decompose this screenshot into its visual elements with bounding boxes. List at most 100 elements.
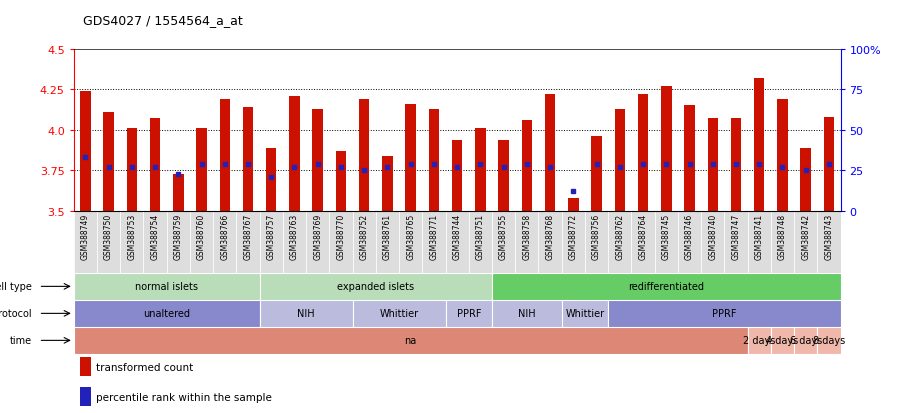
Bar bbox=[609, 300, 841, 327]
Bar bbox=[817, 327, 841, 354]
Bar bbox=[585, 211, 609, 273]
Bar bbox=[150, 119, 160, 211]
Bar bbox=[423, 211, 446, 273]
Bar bbox=[352, 300, 446, 327]
Bar bbox=[74, 327, 748, 354]
Text: GSM388743: GSM388743 bbox=[824, 213, 833, 259]
Text: Whittier: Whittier bbox=[565, 309, 604, 318]
Bar bbox=[283, 211, 306, 273]
Bar bbox=[794, 211, 817, 273]
Text: GSM388768: GSM388768 bbox=[546, 213, 555, 259]
Text: GSM388770: GSM388770 bbox=[336, 213, 345, 259]
Text: 2 days: 2 days bbox=[743, 335, 776, 346]
Text: NIH: NIH bbox=[518, 309, 536, 318]
Bar bbox=[213, 211, 236, 273]
Text: GSM388771: GSM388771 bbox=[430, 213, 439, 259]
Bar bbox=[80, 387, 91, 406]
Bar bbox=[405, 104, 416, 211]
Bar bbox=[817, 211, 841, 273]
Bar bbox=[498, 140, 509, 211]
Bar bbox=[492, 300, 562, 327]
Text: GSM388746: GSM388746 bbox=[685, 213, 694, 259]
Bar bbox=[452, 140, 462, 211]
Text: GSM388764: GSM388764 bbox=[638, 213, 647, 259]
Text: GSM388756: GSM388756 bbox=[592, 213, 601, 259]
Text: 6 days: 6 days bbox=[789, 335, 822, 346]
Bar bbox=[329, 211, 352, 273]
Bar bbox=[778, 100, 788, 211]
Text: GSM388749: GSM388749 bbox=[81, 213, 90, 259]
Bar bbox=[539, 211, 562, 273]
Bar bbox=[260, 211, 283, 273]
Text: 8 days: 8 days bbox=[813, 335, 845, 346]
Text: GSM388741: GSM388741 bbox=[755, 213, 764, 259]
Bar bbox=[120, 211, 144, 273]
Text: na: na bbox=[405, 335, 417, 346]
Text: GSM388758: GSM388758 bbox=[522, 213, 531, 259]
Text: GSM388747: GSM388747 bbox=[732, 213, 741, 259]
Bar bbox=[103, 113, 114, 211]
Bar bbox=[144, 211, 166, 273]
Bar bbox=[637, 95, 648, 211]
Bar bbox=[399, 211, 423, 273]
Text: normal islets: normal islets bbox=[135, 282, 198, 292]
Text: GSM388766: GSM388766 bbox=[220, 213, 229, 259]
Bar bbox=[219, 100, 230, 211]
Text: GSM388769: GSM388769 bbox=[313, 213, 322, 259]
Bar bbox=[731, 119, 741, 211]
Bar bbox=[446, 211, 468, 273]
Bar bbox=[80, 357, 91, 376]
Bar bbox=[74, 300, 260, 327]
Text: GSM388753: GSM388753 bbox=[128, 213, 137, 259]
Text: GSM388744: GSM388744 bbox=[452, 213, 462, 259]
Text: GSM388745: GSM388745 bbox=[662, 213, 671, 259]
Bar bbox=[313, 109, 323, 211]
Bar bbox=[492, 211, 515, 273]
Bar bbox=[708, 119, 718, 211]
Bar bbox=[562, 211, 585, 273]
Bar bbox=[800, 148, 811, 211]
Bar bbox=[521, 121, 532, 211]
Text: redifferentiated: redifferentiated bbox=[628, 282, 704, 292]
Bar bbox=[352, 211, 376, 273]
Bar bbox=[97, 211, 120, 273]
Text: percentile rank within the sample: percentile rank within the sample bbox=[96, 392, 272, 402]
Bar bbox=[127, 129, 137, 211]
Bar bbox=[609, 211, 631, 273]
Bar bbox=[260, 300, 352, 327]
Bar bbox=[196, 129, 207, 211]
Bar bbox=[236, 211, 260, 273]
Text: GSM388750: GSM388750 bbox=[104, 213, 113, 259]
Bar bbox=[770, 211, 794, 273]
Bar bbox=[174, 174, 183, 211]
Bar bbox=[701, 211, 725, 273]
Bar bbox=[631, 211, 654, 273]
Bar bbox=[243, 108, 254, 211]
Text: cell type: cell type bbox=[0, 282, 31, 292]
Bar bbox=[190, 211, 213, 273]
Bar bbox=[754, 79, 764, 211]
Text: GSM388754: GSM388754 bbox=[150, 213, 159, 259]
Bar bbox=[359, 100, 369, 211]
Text: unaltered: unaltered bbox=[143, 309, 191, 318]
Text: GSM388761: GSM388761 bbox=[383, 213, 392, 259]
Text: GSM388752: GSM388752 bbox=[360, 213, 369, 259]
Bar bbox=[382, 157, 393, 211]
Text: PPRF: PPRF bbox=[457, 309, 481, 318]
Bar bbox=[492, 273, 841, 300]
Bar bbox=[562, 300, 609, 327]
Bar bbox=[823, 118, 834, 211]
Bar bbox=[654, 211, 678, 273]
Text: GSM388742: GSM388742 bbox=[801, 213, 810, 259]
Bar bbox=[748, 211, 770, 273]
Bar bbox=[468, 211, 492, 273]
Bar bbox=[568, 198, 579, 211]
Text: GSM388755: GSM388755 bbox=[499, 213, 508, 259]
Text: NIH: NIH bbox=[298, 309, 315, 318]
Text: transformed count: transformed count bbox=[96, 362, 193, 372]
Bar bbox=[794, 327, 817, 354]
Text: GSM388763: GSM388763 bbox=[290, 213, 299, 259]
Bar bbox=[260, 273, 492, 300]
Bar bbox=[166, 211, 190, 273]
Text: Whittier: Whittier bbox=[379, 309, 419, 318]
